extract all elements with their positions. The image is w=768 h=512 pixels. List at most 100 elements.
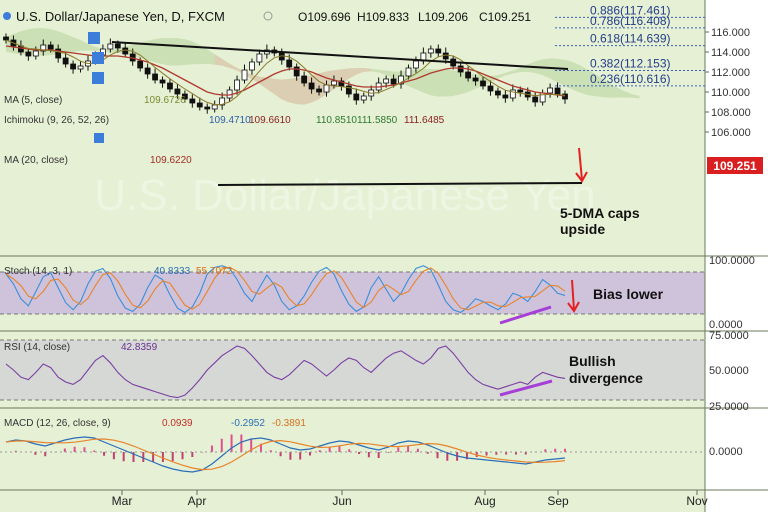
ohlc-low: L109.206	[418, 10, 468, 24]
rsi-line	[5, 345, 566, 399]
candle-body	[465, 71, 472, 79]
price-axis-ticks: 116.000 114.000 112.000 110.000 108.000 106.0…	[705, 27, 751, 139]
fib-level-label: 0.786(116.408)	[590, 14, 671, 28]
time-tick-label: Jun	[332, 494, 351, 508]
fib-level-label: 0.618(114.639)	[590, 32, 671, 46]
candle-body	[532, 96, 539, 103]
ichimoku-cloud-bear	[214, 54, 372, 105]
candle-body	[152, 73, 158, 81]
ichimoku-value-3: 110.8510	[316, 115, 357, 126]
stoch-label[interactable]: Stoch (14, 3, 1)	[4, 266, 72, 277]
candle-body	[495, 90, 501, 96]
rsi-tick-75: 75.0000	[709, 330, 749, 342]
candle-body	[219, 97, 226, 106]
candle-body	[427, 48, 434, 54]
candle-body	[241, 69, 248, 81]
candle-body	[554, 87, 561, 95]
candle-body	[293, 66, 300, 77]
candle-body	[3, 36, 9, 41]
down-arrow-icon-2	[567, 279, 580, 313]
price-tick-label: 108.000	[711, 107, 751, 119]
time-tick-label: Sep	[547, 494, 569, 508]
candle-body	[47, 44, 54, 50]
stoch-d-value: 55.7072	[196, 266, 233, 277]
annotation-bullish-divergence: Bullish divergence	[569, 353, 643, 386]
candle-body	[562, 93, 568, 100]
support-trendline	[217, 182, 583, 186]
candle-body	[167, 82, 173, 90]
current-price-label: 109.251	[713, 159, 757, 173]
settings-icon[interactable]	[88, 32, 100, 44]
candle-body	[181, 93, 188, 100]
candle-body	[547, 87, 553, 94]
stoch-k-line	[5, 265, 566, 314]
rsi-band	[0, 340, 705, 400]
candle-body	[159, 79, 166, 84]
rsi-label[interactable]: RSI (14, close)	[4, 342, 70, 353]
candle-body	[189, 98, 196, 104]
stoch-k-value: 40.8333	[154, 266, 191, 277]
down-arrow-icon	[575, 147, 588, 183]
ichimoku-label[interactable]: Ichimoku (9, 26, 52, 26)	[4, 115, 109, 126]
rsi-value: 42.8359	[121, 342, 158, 353]
candle-body	[196, 102, 203, 108]
ohlc-close: C109.251	[479, 10, 531, 24]
ohlc-open: O109.696	[298, 10, 351, 24]
ichimoku-value-2: 109.6610	[249, 115, 291, 126]
settings-icon-2[interactable]	[92, 52, 104, 64]
candle-body	[32, 50, 39, 57]
candle-body	[114, 43, 121, 49]
ichimoku-value-1: 109.4710	[209, 115, 251, 126]
candle-body	[405, 67, 412, 77]
ma20-value: 109.6220	[150, 155, 192, 166]
ma5-value: 109.6726	[144, 95, 186, 106]
candle-body	[472, 77, 479, 82]
candle-body	[383, 78, 390, 84]
candle-body	[480, 80, 486, 87]
candle-body	[457, 65, 464, 73]
candle-body	[122, 47, 129, 55]
stoch-lines	[5, 265, 566, 314]
macd-tick-0: 0.0000	[709, 446, 743, 458]
fibonacci-levels: 0.886(117.461)0.786(116.408) 0.618(114.63…	[555, 3, 705, 87]
candle-body	[435, 48, 442, 54]
candle-body	[442, 52, 449, 60]
settings-icon-3[interactable]	[92, 72, 104, 84]
macd-label[interactable]: MACD (12, 26, close, 9)	[4, 418, 111, 429]
rsi-line	[5, 345, 566, 399]
symbol-title: U.S. Dollar/Japanese Yen, D, FXCM	[16, 9, 225, 24]
ma20-label[interactable]: MA (20, close)	[4, 155, 68, 166]
candle-body	[323, 84, 330, 93]
candle-body	[256, 53, 263, 63]
current-price-badge	[707, 157, 763, 174]
fib-level-label: 0.236(110.616)	[590, 72, 671, 86]
settings-icon-4[interactable]	[94, 133, 104, 143]
time-tick-label: Apr	[188, 494, 207, 508]
stoch-divergence-line	[499, 305, 552, 325]
candle-body	[390, 78, 397, 85]
candle-body	[398, 75, 404, 85]
time-tick-label: Aug	[474, 494, 495, 508]
candle-body	[144, 67, 151, 75]
annotation-5dma: 5-DMA caps upside	[560, 205, 640, 237]
candle-body	[174, 88, 181, 95]
ichimoku-value-4: 111.5850	[357, 115, 398, 126]
macd-value-1: 0.0939	[162, 418, 193, 429]
candle-body	[77, 65, 84, 70]
price-tick-label: 112.000	[711, 67, 750, 79]
candle-body	[70, 63, 76, 70]
candle-body	[107, 43, 114, 50]
time-tick-label: Nov	[686, 494, 707, 508]
fib-level-label: 0.886(117.461)	[590, 3, 671, 17]
candle-body	[517, 89, 524, 93]
candle-body	[249, 61, 255, 71]
hide-icon[interactable]	[263, 11, 273, 21]
candlesticks	[3, 33, 568, 114]
time-axis-ticks: Mar Apr Jun Aug Sep Nov	[112, 490, 708, 508]
candle-body	[62, 57, 69, 65]
ma5-label[interactable]: MA (5, close)	[4, 95, 62, 106]
candle-body	[137, 60, 144, 69]
candle-body	[345, 85, 352, 95]
candle-body	[331, 80, 337, 86]
